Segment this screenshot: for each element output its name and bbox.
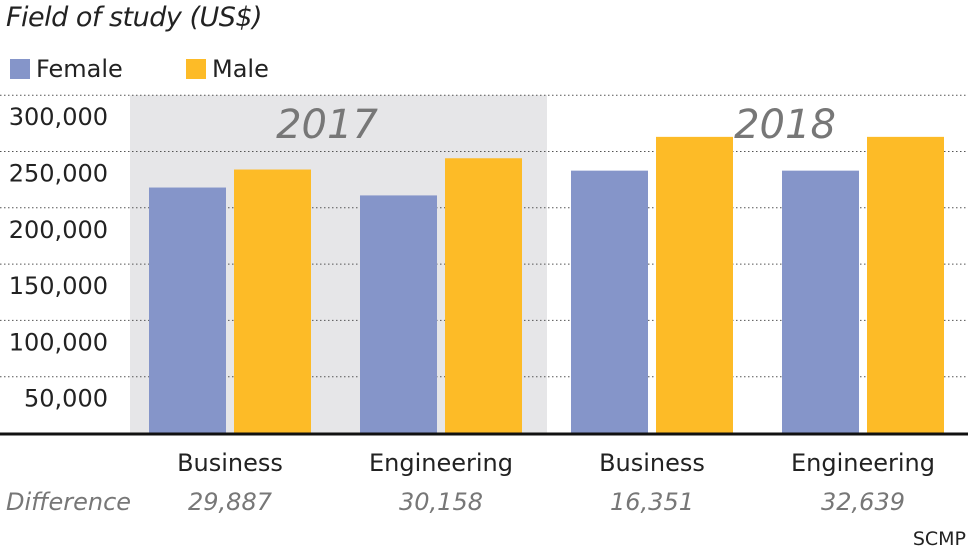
y-tick-label: 300,000	[9, 103, 108, 131]
bar-female-engineering-2018	[782, 170, 859, 433]
legend-female: Female	[10, 55, 123, 83]
x-category-label: Engineering	[791, 449, 935, 477]
bar-male-engineering-2017	[445, 158, 522, 434]
group-label-2018: 2018	[734, 102, 836, 148]
difference-value: 30,158	[399, 488, 483, 516]
bar-female-engineering-2017	[360, 195, 437, 433]
bar-male-engineering-2018	[867, 136, 944, 433]
y-tick-label: 200,000	[9, 216, 108, 244]
bar-male-business-2017	[234, 169, 311, 434]
source-label: SCMP	[912, 528, 966, 550]
legend-swatch-female	[10, 59, 30, 79]
x-category-label: Business	[599, 449, 705, 477]
legend-label-female: Female	[36, 55, 123, 83]
bar-female-business-2018	[571, 170, 648, 433]
chart-title: Field of study (US$)	[6, 2, 263, 33]
legend-swatch-male	[186, 59, 206, 79]
bar-male-business-2018	[656, 136, 733, 433]
y-tick-label: 50,000	[24, 385, 108, 413]
bar-female-business-2017	[149, 187, 226, 433]
difference-value: 32,639	[821, 488, 905, 516]
difference-label: Difference	[6, 488, 131, 516]
legend-label-male: Male	[212, 55, 269, 83]
x-category-label: Business	[177, 449, 283, 477]
x-category-label: Engineering	[369, 449, 513, 477]
difference-value: 29,887	[188, 488, 273, 516]
legend-male: Male	[186, 55, 269, 83]
difference-value: 16,351	[610, 488, 694, 516]
y-tick-label: 150,000	[9, 272, 108, 300]
group-label-2017: 2017	[276, 102, 378, 148]
y-tick-label: 100,000	[9, 328, 108, 356]
y-tick-label: 250,000	[9, 160, 108, 188]
